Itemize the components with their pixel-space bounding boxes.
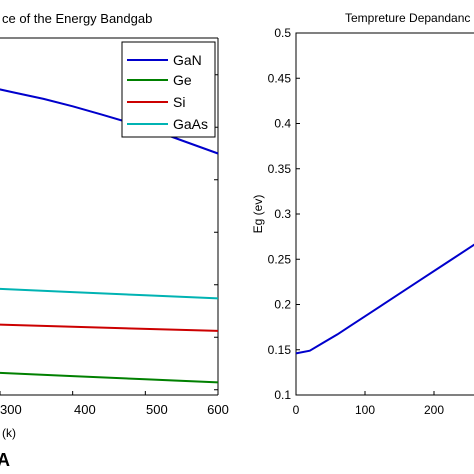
right-series-line xyxy=(295,243,474,355)
right-y-tick-label: 0.2 xyxy=(274,298,291,312)
legend-box xyxy=(121,41,216,138)
series-line-gaas xyxy=(0,287,219,300)
series-line-ge xyxy=(0,371,219,384)
right-y-tick-label: 0.1 xyxy=(274,388,291,402)
series-line-si xyxy=(0,323,219,332)
right-x-tick-label: 0 xyxy=(293,403,300,417)
left-chart-title: ce of the Energy Bandgab xyxy=(2,11,152,26)
left-x-tick-label: 300 xyxy=(0,402,22,417)
panel-label: A xyxy=(0,450,10,470)
legend-label-gaas: GaAs xyxy=(173,116,208,132)
right-x-ticks: 0 100 200 xyxy=(293,391,444,417)
right-y-tick-label: 0.35 xyxy=(268,162,292,176)
right-axes-frame xyxy=(295,32,474,396)
left-x-tick-label: 600 xyxy=(207,402,229,417)
right-y-tick-label: 0.3 xyxy=(274,207,291,221)
legend: GaN Ge Si GaAs xyxy=(121,41,216,138)
right-chart: Tempreture Depandanc 0.10.150.20.250.30.… xyxy=(251,11,474,417)
left-x-axis-label: (k) xyxy=(2,426,16,440)
right-plot-lines xyxy=(295,243,474,355)
right-y-tick-label: 0.4 xyxy=(274,117,291,131)
left-chart: ce of the Energy Bandgab 300 400 500 600… xyxy=(0,11,229,470)
right-y-tick-label: 0.25 xyxy=(268,252,292,266)
right-x-tick-label: 100 xyxy=(355,403,375,417)
right-y-ticks: 0.1 0.15 0.2 0.25 0.3 0.35 0.4 0.45 0.5 xyxy=(268,26,300,402)
legend-label-ge: Ge xyxy=(173,72,192,88)
right-y-tick-label: 0.5 xyxy=(274,26,291,40)
left-x-tick-label: 500 xyxy=(146,402,168,417)
series-line-gan xyxy=(0,88,219,155)
left-plot-lines xyxy=(0,88,219,384)
right-x-tick-label: 200 xyxy=(424,403,444,417)
right-chart-title: Tempreture Depandanc xyxy=(345,11,470,25)
right-y-tick-label: 0.15 xyxy=(268,343,292,357)
right-y-axis-label: Eg (ev) xyxy=(251,195,265,234)
legend-label-si: Si xyxy=(173,94,185,110)
left-x-ticks: 300 400 500 600 xyxy=(0,391,229,417)
right-y-tick-label: 0.45 xyxy=(268,71,292,85)
left-x-tick-label: 400 xyxy=(74,402,96,417)
legend-label-gan: GaN xyxy=(173,52,202,68)
